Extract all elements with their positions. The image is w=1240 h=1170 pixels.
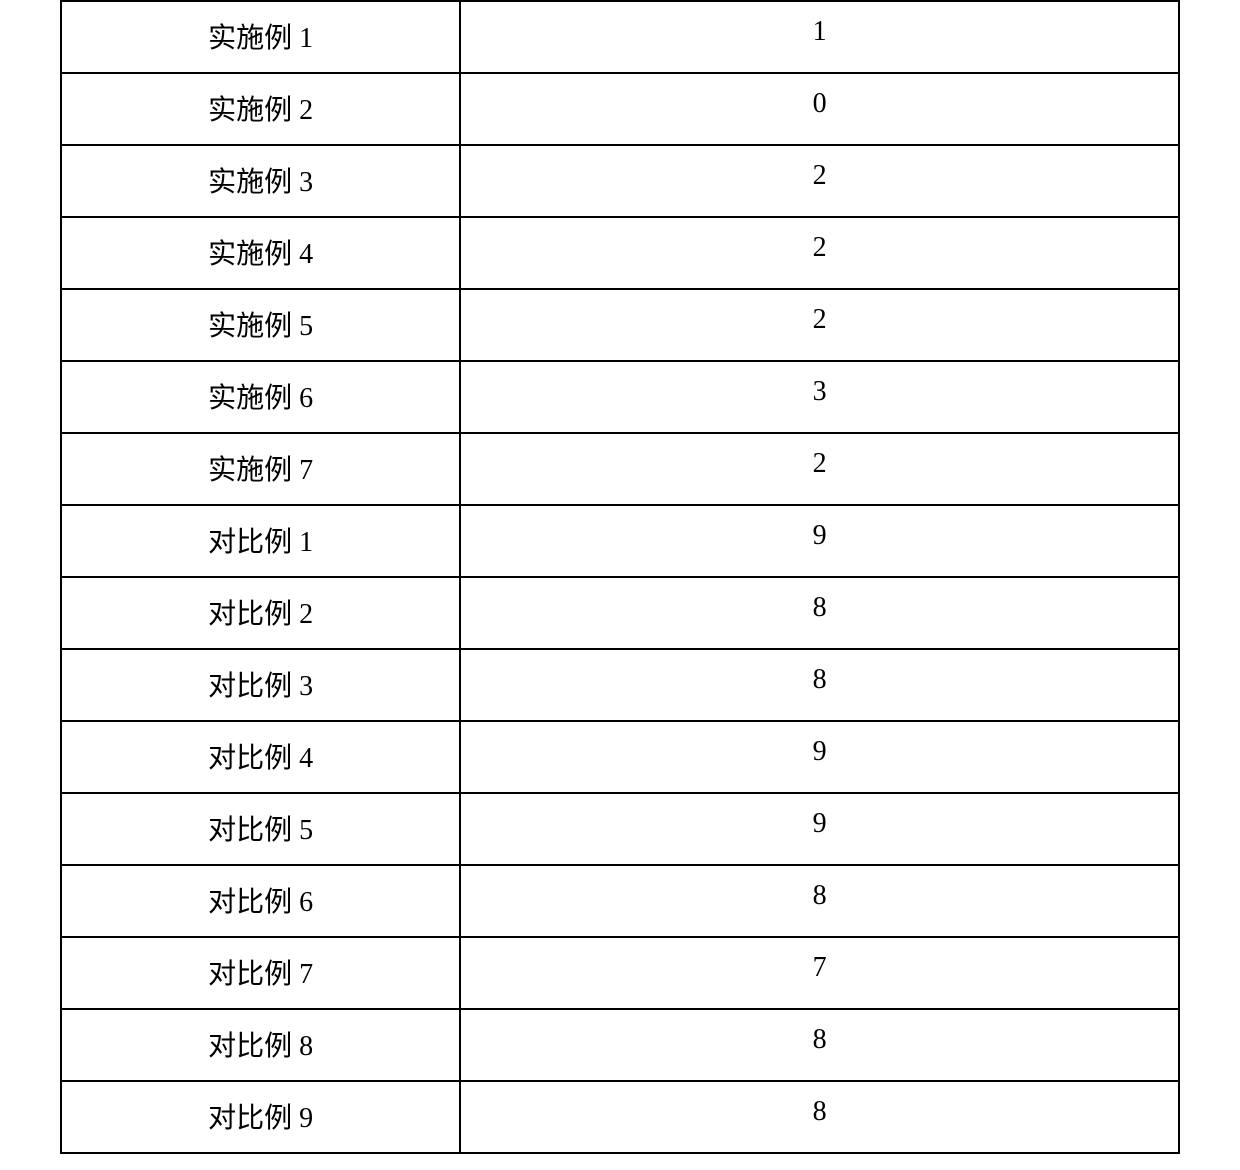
- row-value: 9: [460, 721, 1179, 793]
- row-label: 对比例 3: [61, 649, 460, 721]
- row-value: 8: [460, 1009, 1179, 1081]
- data-table: 实施例 1 1 实施例 2 0 实施例 3 2 实施例 4 2 实施例 5 2 …: [60, 0, 1180, 1154]
- table-row: 实施例 1 1: [61, 1, 1179, 73]
- row-label: 对比例 7: [61, 937, 460, 1009]
- table-row: 对比例 2 8: [61, 577, 1179, 649]
- row-value: 2: [460, 289, 1179, 361]
- row-label: 对比例 4: [61, 721, 460, 793]
- row-label: 实施例 5: [61, 289, 460, 361]
- row-label: 对比例 1: [61, 505, 460, 577]
- table-row: 对比例 3 8: [61, 649, 1179, 721]
- table-row: 实施例 6 3: [61, 361, 1179, 433]
- row-value: 9: [460, 505, 1179, 577]
- row-label: 实施例 7: [61, 433, 460, 505]
- row-value: 8: [460, 1081, 1179, 1153]
- row-value: 2: [460, 145, 1179, 217]
- table-row: 对比例 1 9: [61, 505, 1179, 577]
- table-row: 对比例 4 9: [61, 721, 1179, 793]
- row-label: 实施例 1: [61, 1, 460, 73]
- row-label: 对比例 9: [61, 1081, 460, 1153]
- row-value: 8: [460, 865, 1179, 937]
- row-label: 对比例 6: [61, 865, 460, 937]
- table-row: 实施例 5 2: [61, 289, 1179, 361]
- row-label: 实施例 6: [61, 361, 460, 433]
- table-row: 对比例 8 8: [61, 1009, 1179, 1081]
- row-label: 对比例 8: [61, 1009, 460, 1081]
- row-value: 2: [460, 217, 1179, 289]
- row-value: 2: [460, 433, 1179, 505]
- row-value: 3: [460, 361, 1179, 433]
- table-row: 实施例 4 2: [61, 217, 1179, 289]
- row-label: 对比例 5: [61, 793, 460, 865]
- row-label: 对比例 2: [61, 577, 460, 649]
- table-body: 实施例 1 1 实施例 2 0 实施例 3 2 实施例 4 2 实施例 5 2 …: [61, 1, 1179, 1153]
- row-value: 1: [460, 1, 1179, 73]
- table-row: 对比例 9 8: [61, 1081, 1179, 1153]
- row-label: 实施例 2: [61, 73, 460, 145]
- row-value: 7: [460, 937, 1179, 1009]
- row-value: 9: [460, 793, 1179, 865]
- row-value: 8: [460, 577, 1179, 649]
- row-value: 8: [460, 649, 1179, 721]
- table-row: 对比例 5 9: [61, 793, 1179, 865]
- table-row: 实施例 3 2: [61, 145, 1179, 217]
- row-label: 实施例 4: [61, 217, 460, 289]
- row-label: 实施例 3: [61, 145, 460, 217]
- table-row: 对比例 7 7: [61, 937, 1179, 1009]
- table-row: 实施例 7 2: [61, 433, 1179, 505]
- table-row: 实施例 2 0: [61, 73, 1179, 145]
- table-row: 对比例 6 8: [61, 865, 1179, 937]
- row-value: 0: [460, 73, 1179, 145]
